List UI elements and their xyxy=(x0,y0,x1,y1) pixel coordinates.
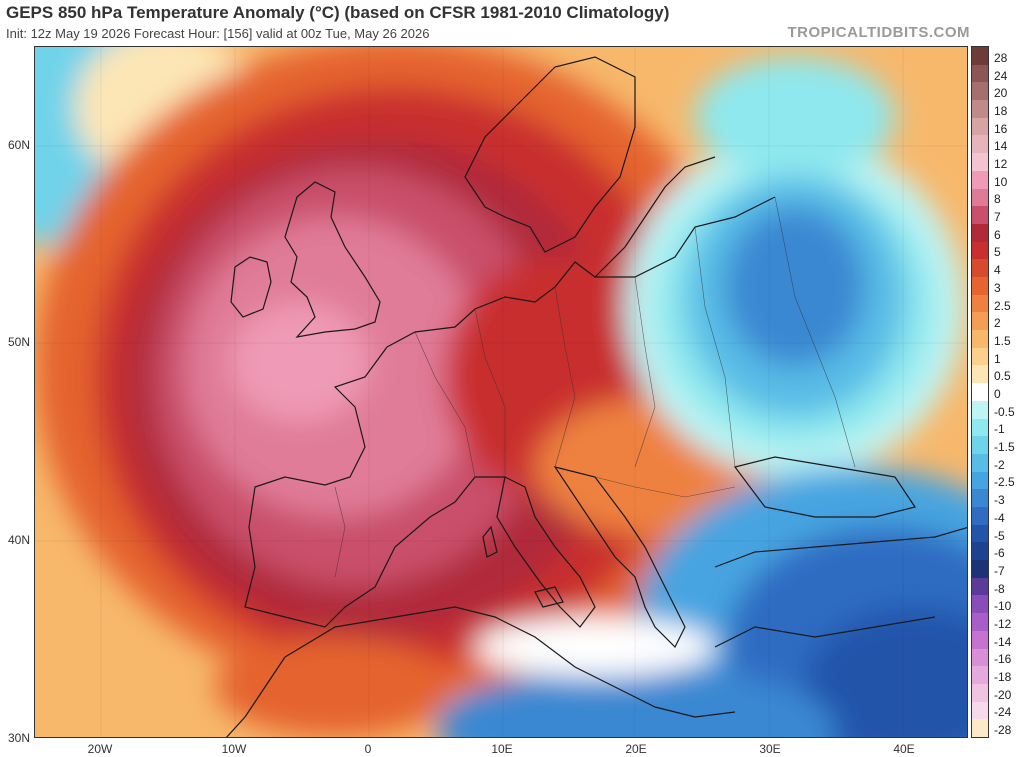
colorbar-tick-label: -2.5 xyxy=(994,475,1015,490)
lat-label-50n: 50N xyxy=(7,335,30,349)
colorbar-tick-label: 0.5 xyxy=(994,369,1011,384)
colorbar-tick-label: -10 xyxy=(994,599,1012,614)
colorbar-tick-label: 2 xyxy=(994,316,1001,331)
colorbar-tick-label: -4 xyxy=(994,510,1005,525)
colorbar-tick-label: 18 xyxy=(994,103,1008,118)
colorbar-swatch xyxy=(972,223,988,243)
colorbar-swatch xyxy=(972,153,988,172)
coastlines xyxy=(226,56,967,737)
colorbar-tick-label: -1.5 xyxy=(994,440,1015,455)
colorbar-swatch xyxy=(972,453,988,473)
colorbar-tick-label: 2.5 xyxy=(994,298,1011,313)
colorbar-tick-label: -12 xyxy=(994,617,1012,631)
colorbar-tick-label: 14 xyxy=(994,139,1008,154)
colorbar-swatch xyxy=(972,666,988,685)
lon-label-10w: 10W xyxy=(221,742,247,756)
colorbar-tick-label: -20 xyxy=(994,687,1012,702)
colorbar-tick-label: 6 xyxy=(994,227,1001,242)
map-canvas xyxy=(35,47,967,737)
colorbar-swatch xyxy=(972,613,988,632)
anomaly-map[interactable] xyxy=(34,46,968,738)
colorbar-swatch xyxy=(972,188,988,207)
colorbar-swatch xyxy=(972,347,988,366)
colorbar-swatch xyxy=(972,330,988,349)
colorbar-swatch xyxy=(972,542,988,561)
colorbar-tick-label: -6 xyxy=(994,546,1005,561)
colorbar-swatch xyxy=(972,241,988,260)
colorbar-swatch xyxy=(972,82,988,101)
colorbar-tick-label: -7 xyxy=(994,563,1005,578)
colorbar-swatch xyxy=(972,259,988,278)
colorbar-swatch xyxy=(972,471,988,490)
colorbar-swatch xyxy=(972,595,988,614)
colorbar-swatch xyxy=(972,383,988,402)
colorbar-tick-label: -28 xyxy=(994,723,1012,738)
lon-label-0: 0 xyxy=(364,742,372,756)
colorbar-tick-label: -8 xyxy=(994,581,1005,596)
colorbar-tick-label: 0 xyxy=(994,387,1001,401)
colorbar-swatch xyxy=(972,418,988,437)
colorbar-swatch xyxy=(972,683,988,703)
colorbar-swatch xyxy=(972,648,988,667)
colorbar-swatch xyxy=(972,206,988,225)
colorbar-swatch xyxy=(972,701,988,720)
colorbar-swatch xyxy=(972,365,988,384)
colorbar-tick-label: 8 xyxy=(994,192,1001,207)
colorbar-swatch xyxy=(972,117,988,136)
colorbar-swatch xyxy=(972,489,988,508)
colorbar-tick-label: 12 xyxy=(994,157,1008,171)
colorbar-swatch xyxy=(972,47,988,66)
lon-label-40e: 40E xyxy=(893,742,915,756)
lat-label-30n: 30N xyxy=(7,731,30,745)
colorbar-tick-label: 24 xyxy=(994,68,1008,83)
colorbar-tick-label: 4 xyxy=(994,263,1001,278)
lon-label-20w: 20W xyxy=(87,742,113,756)
lat-label-60n: 60N xyxy=(7,138,30,152)
colorbar-swatch xyxy=(972,294,988,313)
colorbar-swatch xyxy=(972,630,988,650)
colorbar-swatch xyxy=(972,719,988,738)
colorbar-tick-label: -5 xyxy=(994,528,1005,543)
colorbar-tick-label: -2 xyxy=(994,457,1005,472)
colorbar-swatch xyxy=(972,400,988,420)
lon-label-10e: 10E xyxy=(491,742,513,756)
colorbar-swatch xyxy=(972,64,988,83)
colorbar-tick-label: 3 xyxy=(994,280,1001,295)
colorbar-swatch xyxy=(972,507,988,526)
colorbar-tick-label: -16 xyxy=(994,652,1012,667)
colorbar-swatch xyxy=(972,135,988,154)
colorbar-swatch xyxy=(972,170,988,190)
graticule xyxy=(35,47,967,737)
colorbar xyxy=(971,46,989,738)
colorbar-swatch xyxy=(972,312,988,331)
colorbar-swatch xyxy=(972,277,988,296)
colorbar-tick-label: 5 xyxy=(994,245,1001,260)
colorbar-tick-label: -18 xyxy=(994,670,1012,685)
country-borders xyxy=(334,196,856,578)
chart-subtitle: Init: 12z May 19 2026 Forecast Hour: [15… xyxy=(6,26,430,41)
colorbar-tick-label: 28 xyxy=(994,50,1008,65)
lon-label-20e: 20E xyxy=(625,742,647,756)
colorbar-tick-label: -0.5 xyxy=(994,404,1015,419)
colorbar-tick-label: -3 xyxy=(994,493,1005,508)
colorbar-swatch xyxy=(972,577,988,596)
colorbar-tick-label: -24 xyxy=(994,705,1012,720)
colorbar-tick-label: 16 xyxy=(994,121,1008,136)
colorbar-swatch xyxy=(972,560,988,579)
lat-label-40n: 40N xyxy=(7,533,30,547)
colorbar-tick-label: 20 xyxy=(994,86,1008,101)
brand-watermark[interactable]: TROPICALTIDBITS.COM xyxy=(787,24,970,41)
colorbar-swatch xyxy=(972,524,988,543)
colorbar-tick-label: 10 xyxy=(994,174,1008,189)
colorbar-tick-label: -14 xyxy=(994,634,1012,649)
colorbar-swatch xyxy=(972,100,988,119)
chart-title: GEPS 850 hPa Temperature Anomaly (°C) (b… xyxy=(6,3,670,22)
colorbar-tick-label: 1 xyxy=(994,351,1001,366)
colorbar-tick-label: 1.5 xyxy=(994,333,1011,348)
colorbar-swatch xyxy=(972,436,988,455)
anomaly-field xyxy=(35,47,967,737)
lon-label-30e: 30E xyxy=(759,742,781,756)
colorbar-tick-label: 7 xyxy=(994,210,1001,225)
colorbar-tick-label: -1 xyxy=(994,422,1005,437)
